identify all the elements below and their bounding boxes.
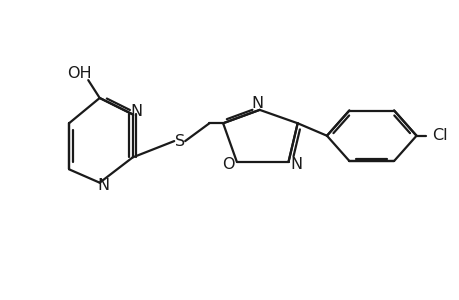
Text: O: O <box>222 158 235 172</box>
Text: OH: OH <box>67 66 91 81</box>
Text: N: N <box>251 96 263 111</box>
Text: N: N <box>97 178 109 193</box>
Text: Cl: Cl <box>431 128 447 143</box>
Text: N: N <box>290 157 302 172</box>
Text: S: S <box>174 134 185 148</box>
Text: N: N <box>130 104 142 119</box>
